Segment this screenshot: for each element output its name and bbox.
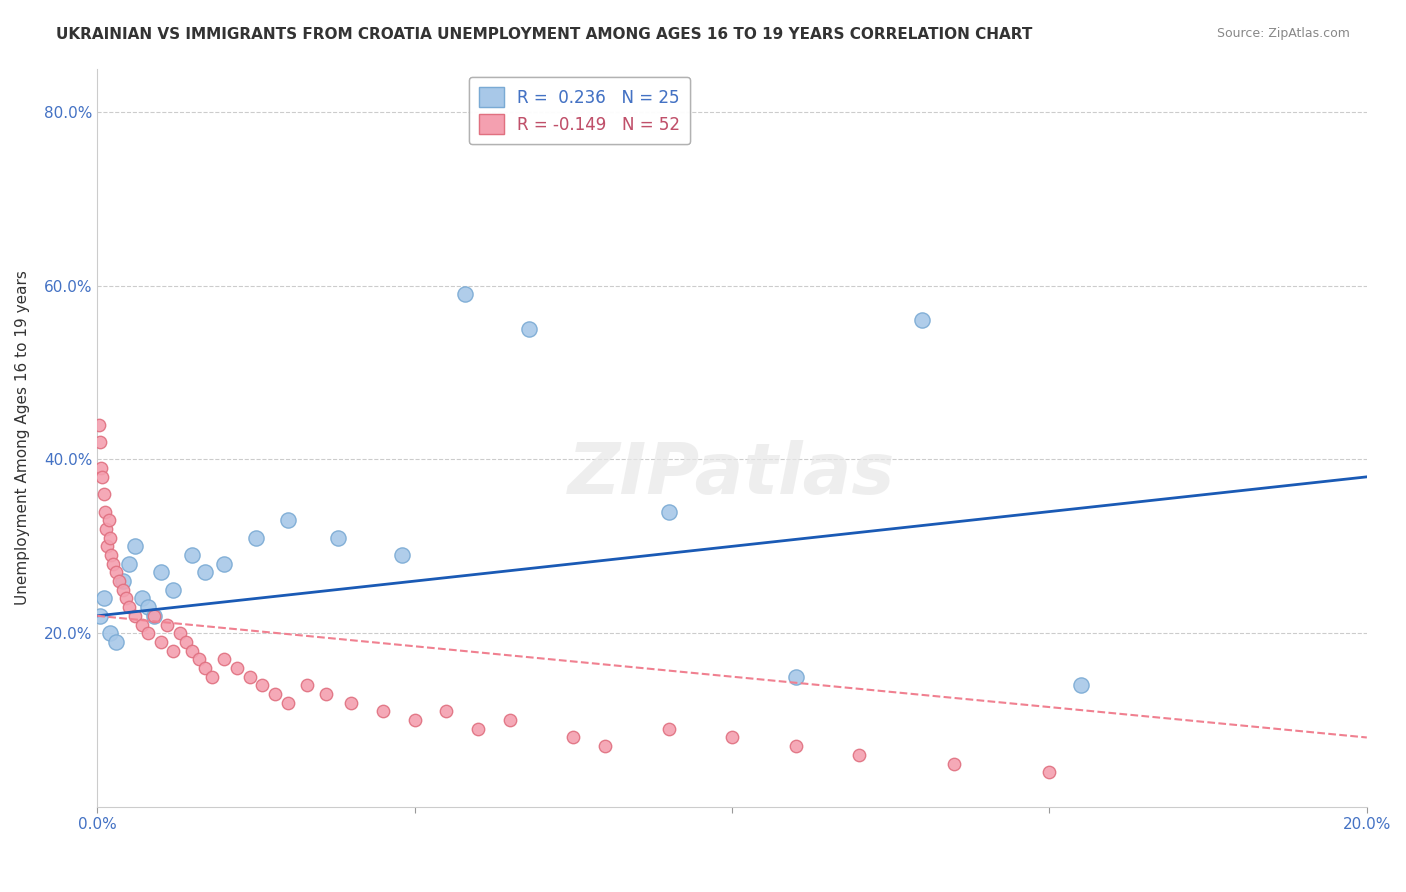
Point — [200, 670, 222, 684]
Point — [785, 739, 807, 754]
Text: Source: ZipAtlas.com: Source: ZipAtlas.com — [1216, 27, 1350, 40]
Point — [87, 417, 110, 432]
Text: UKRAINIAN VS IMMIGRANTS FROM CROATIA UNEMPLOYMENT AMONG AGES 16 TO 19 YEARS CORR: UKRAINIAN VS IMMIGRANTS FROM CROATIA UNE… — [56, 27, 1032, 42]
Point — [108, 574, 131, 588]
Point — [1038, 765, 1060, 780]
Point — [181, 548, 204, 562]
Point — [94, 505, 117, 519]
Point — [89, 435, 111, 450]
Point — [105, 566, 128, 580]
Point — [131, 617, 153, 632]
Point — [245, 531, 267, 545]
Point — [149, 635, 172, 649]
Point — [96, 539, 118, 553]
Point — [124, 608, 146, 623]
Point — [225, 661, 247, 675]
Point — [593, 739, 616, 754]
Point — [467, 722, 489, 736]
Point — [658, 505, 681, 519]
Point — [721, 731, 744, 745]
Point — [658, 722, 681, 736]
Point — [264, 687, 287, 701]
Point — [111, 582, 134, 597]
Point — [98, 531, 121, 545]
Point — [1070, 678, 1092, 692]
Point — [239, 670, 262, 684]
Point — [131, 591, 153, 606]
Point — [101, 557, 124, 571]
Point — [89, 608, 111, 623]
Point — [97, 513, 120, 527]
Point — [98, 626, 121, 640]
Point — [156, 617, 179, 632]
Point — [212, 652, 235, 666]
Point — [277, 696, 299, 710]
Point — [517, 322, 540, 336]
Point — [91, 470, 114, 484]
Point — [340, 696, 363, 710]
Point — [149, 566, 172, 580]
Point — [162, 582, 184, 597]
Point — [943, 756, 966, 771]
Point — [315, 687, 337, 701]
Point — [911, 313, 934, 327]
Point — [277, 513, 299, 527]
Point — [252, 678, 274, 692]
Point — [194, 661, 217, 675]
Point — [562, 731, 585, 745]
Point — [371, 705, 394, 719]
Point — [404, 713, 426, 727]
Point — [212, 557, 235, 571]
Point — [114, 591, 136, 606]
Point — [194, 566, 217, 580]
Point — [143, 608, 166, 623]
Point — [93, 591, 115, 606]
Point — [187, 652, 209, 666]
Y-axis label: Unemployment Among Ages 16 to 19 years: Unemployment Among Ages 16 to 19 years — [15, 270, 30, 605]
Point — [118, 600, 141, 615]
Point — [454, 287, 477, 301]
Point — [328, 531, 350, 545]
Point — [136, 600, 159, 615]
Point — [295, 678, 318, 692]
Legend: R =  0.236   N = 25, R = -0.149   N = 52: R = 0.236 N = 25, R = -0.149 N = 52 — [470, 77, 690, 145]
Text: ZIPatlas: ZIPatlas — [568, 440, 896, 509]
Point — [136, 626, 159, 640]
Point — [169, 626, 191, 640]
Point — [143, 608, 166, 623]
Point — [785, 670, 807, 684]
Point — [111, 574, 134, 588]
Point — [181, 643, 204, 657]
Point — [94, 522, 117, 536]
Point — [124, 539, 146, 553]
Point — [391, 548, 413, 562]
Point — [93, 487, 115, 501]
Point — [90, 461, 112, 475]
Point — [434, 705, 457, 719]
Point — [118, 557, 141, 571]
Point — [848, 747, 870, 762]
Point — [162, 643, 184, 657]
Point — [100, 548, 122, 562]
Point — [105, 635, 128, 649]
Point — [174, 635, 197, 649]
Point — [499, 713, 522, 727]
